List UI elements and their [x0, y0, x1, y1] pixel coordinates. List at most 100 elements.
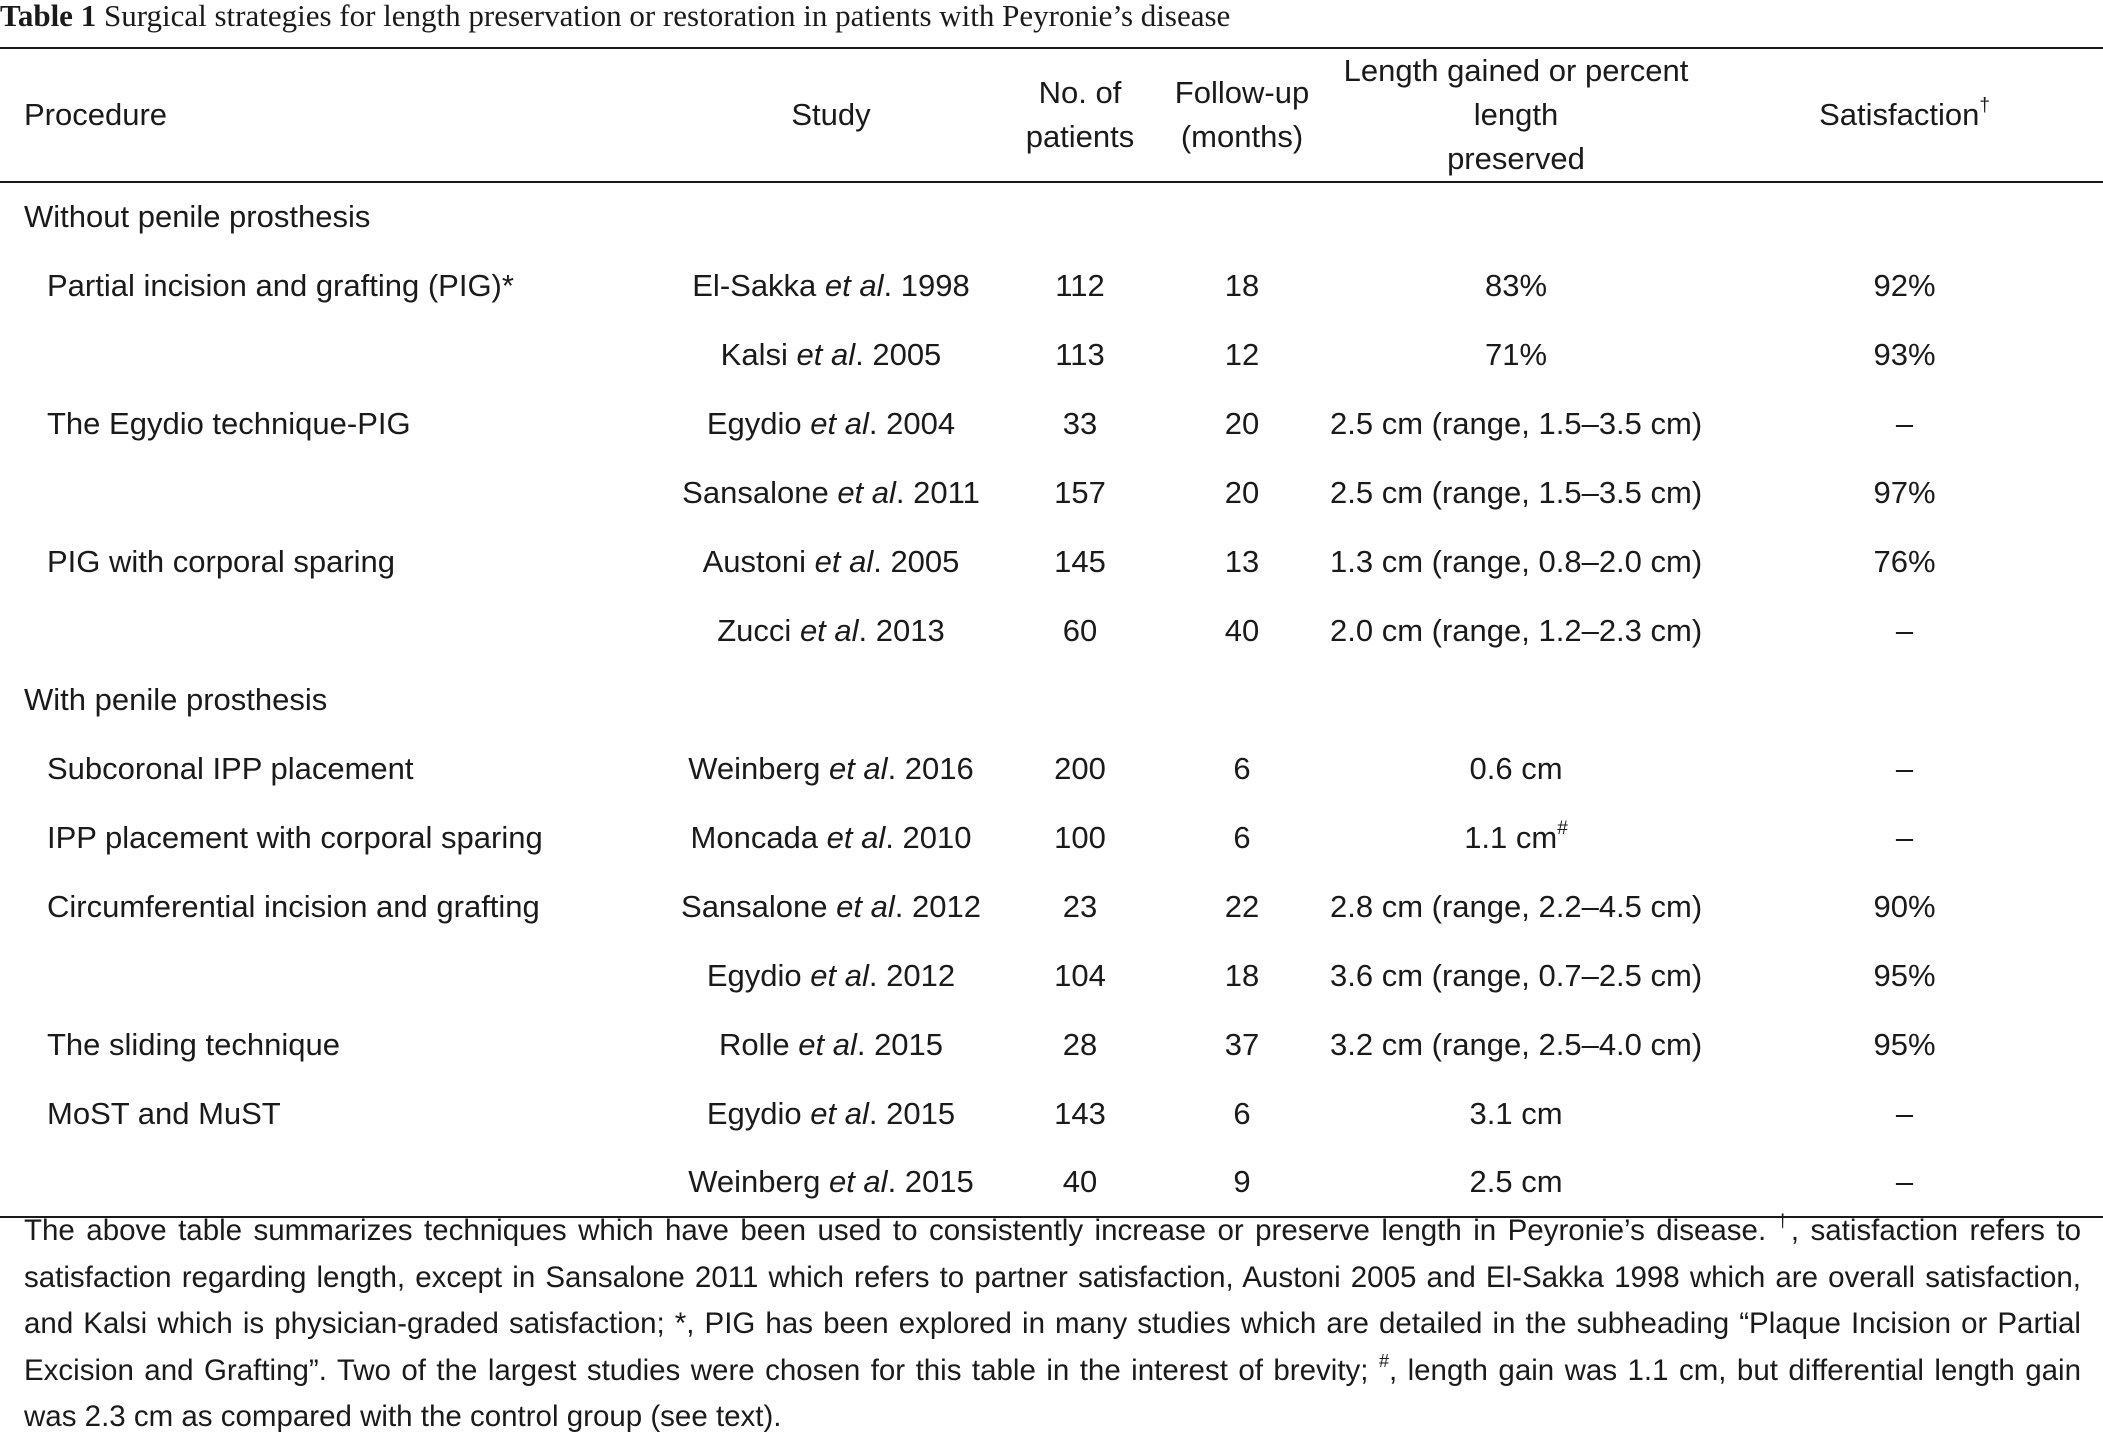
cell-patients: 28 [1062, 1026, 1098, 1062]
header-length-line2: preserved [1447, 141, 1585, 176]
footnote-mark-hash: # [1378, 1350, 1389, 1371]
study-author: Austoni [702, 543, 806, 579]
header-row: Procedure Study No. of patients Follow-u… [0, 48, 2103, 182]
table-row: PIG with corporal sparing Austoni et al. … [0, 527, 2103, 596]
length-value: 2.5 cm [1469, 1164, 1563, 1199]
study-author: Weinberg [688, 750, 821, 786]
table-row: Sansalone et al. 2011 157 20 2.5 cm (range,… [0, 458, 2103, 527]
cell-procedure: Circumferential incision and grafting [47, 888, 540, 924]
table-row: Circumferential incision and grafting San… [0, 872, 2103, 941]
table-footnote: The above table summarizes techniques wh… [24, 1208, 2081, 1441]
cell-followup: 13 [1224, 543, 1260, 579]
cell-procedure: IPP placement with corporal sparing [47, 819, 543, 855]
table-row: IPP placement with corporal sparing Monca… [0, 803, 2103, 872]
study-year: . 2015 [887, 1164, 974, 1199]
cell-procedure: Subcoronal IPP placement [47, 750, 414, 786]
cell-length: 3.1 cm [1326, 1079, 1706, 1148]
study-author: Sansalone [681, 888, 828, 924]
study-year: . 2004 [868, 405, 956, 441]
table-row: Partial incision and grafting (PIG)* El-S… [0, 251, 2103, 320]
length-value: 3.6 cm (range, 0.7–2.5 cm) [1330, 957, 1703, 993]
study-et-al: et al [796, 336, 856, 372]
header-patients-line2: patients [1025, 119, 1135, 154]
cell-study: Weinberg et al. 2016 [660, 734, 1002, 803]
section-row: With penile prosthesis [0, 665, 2103, 734]
study-author: Zucci [717, 612, 792, 648]
cell-procedure [0, 596, 660, 665]
cell-procedure [0, 941, 660, 1010]
study-et-al: et al [810, 405, 869, 441]
cell-followup: 20 [1224, 474, 1260, 510]
cell-study: Sansalone et al. 2011 [660, 458, 1002, 527]
cell-followup: 20 [1224, 405, 1260, 441]
study-author: Sansalone [682, 474, 829, 510]
study-author: Egydio [706, 1095, 802, 1131]
table-body: Without penile prosthesis Partial incisio… [0, 182, 2103, 1217]
cell-followup: 18 [1224, 267, 1260, 303]
table-row: The Egydio technique-PIG Egydio et al. 20… [0, 389, 2103, 458]
study-year: . 2011 [895, 474, 980, 510]
cell-satisfaction: 95% [1873, 1026, 1936, 1062]
study-year: . 2012 [894, 888, 981, 924]
cell-patients: 60 [1062, 612, 1098, 648]
study-et-al: et al [798, 1026, 857, 1062]
study-author: Weinberg [688, 1164, 821, 1199]
cell-followup: 6 [1233, 1095, 1251, 1131]
table-row: Kalsi et al. 2005 113 12 71% 93% [0, 320, 2103, 389]
cell-patients: 145 [1054, 543, 1106, 579]
table-row: MoST and MuST Egydio et al. 2015 143 6 3.1 c… [0, 1079, 2103, 1148]
study-year: . 2012 [868, 957, 956, 993]
cell-procedure: MoST and MuST [47, 1095, 281, 1131]
cell-satisfaction: 76% [1873, 543, 1936, 579]
section-row: Without penile prosthesis [0, 182, 2103, 251]
cell-followup: 40 [1224, 612, 1260, 648]
study-year: . 2016 [887, 750, 974, 786]
cell-study: Egydio et al. 2004 [660, 389, 1002, 458]
cell-length: 2.5 cm (range, 1.5–3.5 cm) [1326, 389, 1706, 458]
cell-patients: 40 [1062, 1164, 1098, 1199]
length-value: 71% [1484, 336, 1548, 372]
cell-patients: 200 [1054, 750, 1106, 786]
study-et-al: et al [824, 267, 884, 303]
cell-study: Zucci et al. 2013 [660, 596, 1002, 665]
cell-satisfaction: – [1895, 750, 1914, 786]
cell-study: Rolle et al. 2015 [660, 1010, 1002, 1079]
cell-satisfaction: 95% [1873, 957, 1936, 993]
cell-followup: 6 [1233, 750, 1251, 786]
length-footnote-mark: # [1557, 817, 1568, 839]
study-year: . 2013 [858, 612, 945, 648]
cell-followup: 22 [1224, 888, 1260, 924]
cell-study: Egydio et al. 2012 [660, 941, 1002, 1010]
table-row: Zucci et al. 2013 60 40 2.0 cm (range, 1.2–… [0, 596, 2103, 665]
cell-patients: 113 [1055, 336, 1105, 372]
header-patients: No. of patients [1002, 48, 1158, 182]
footnote-part1: The above table summarizes techniques wh… [24, 1214, 1778, 1247]
cell-satisfaction: 97% [1873, 474, 1936, 510]
study-et-al: et al [810, 957, 869, 993]
cell-length: 3.2 cm (range, 2.5–4.0 cm) [1326, 1010, 1706, 1079]
cell-procedure: The sliding technique [47, 1026, 340, 1062]
cell-followup: 6 [1233, 819, 1251, 855]
study-et-al: et al [828, 750, 888, 786]
table-caption: Table 1 Surgical strategies for length p… [0, 0, 1230, 40]
study-et-al: et al [814, 543, 874, 579]
table-row: Egydio et al. 2012 104 18 3.6 cm (range, 0.… [0, 941, 2103, 1010]
length-value: 3.1 cm [1469, 1095, 1563, 1131]
cell-length: 1.3 cm (range, 0.8–2.0 cm) [1326, 527, 1706, 596]
cell-length: 2.0 cm (range, 1.2–2.3 cm) [1326, 596, 1706, 665]
header-length-line1: Length gained or percent length [1343, 53, 1689, 132]
study-author: Egydio [706, 405, 802, 441]
cell-length: 1.1 cm# [1326, 803, 1706, 872]
study-et-al: et al [799, 612, 859, 648]
length-value: 2.8 cm (range, 2.2–4.5 cm) [1330, 888, 1703, 924]
study-year: . 2005 [873, 543, 960, 579]
study-author: Rolle [718, 1026, 790, 1062]
cell-followup: 9 [1233, 1164, 1251, 1199]
cell-study: Austoni et al. 2005 [660, 527, 1002, 596]
footnote-part2: , satisfaction refers to satisfaction re… [24, 1214, 2081, 1387]
table-row: The sliding technique Rolle et al. 2015 28… [0, 1010, 2103, 1079]
cell-patients: 33 [1062, 405, 1098, 441]
study-year: . 2005 [855, 336, 942, 372]
cell-patients: 143 [1054, 1095, 1106, 1131]
